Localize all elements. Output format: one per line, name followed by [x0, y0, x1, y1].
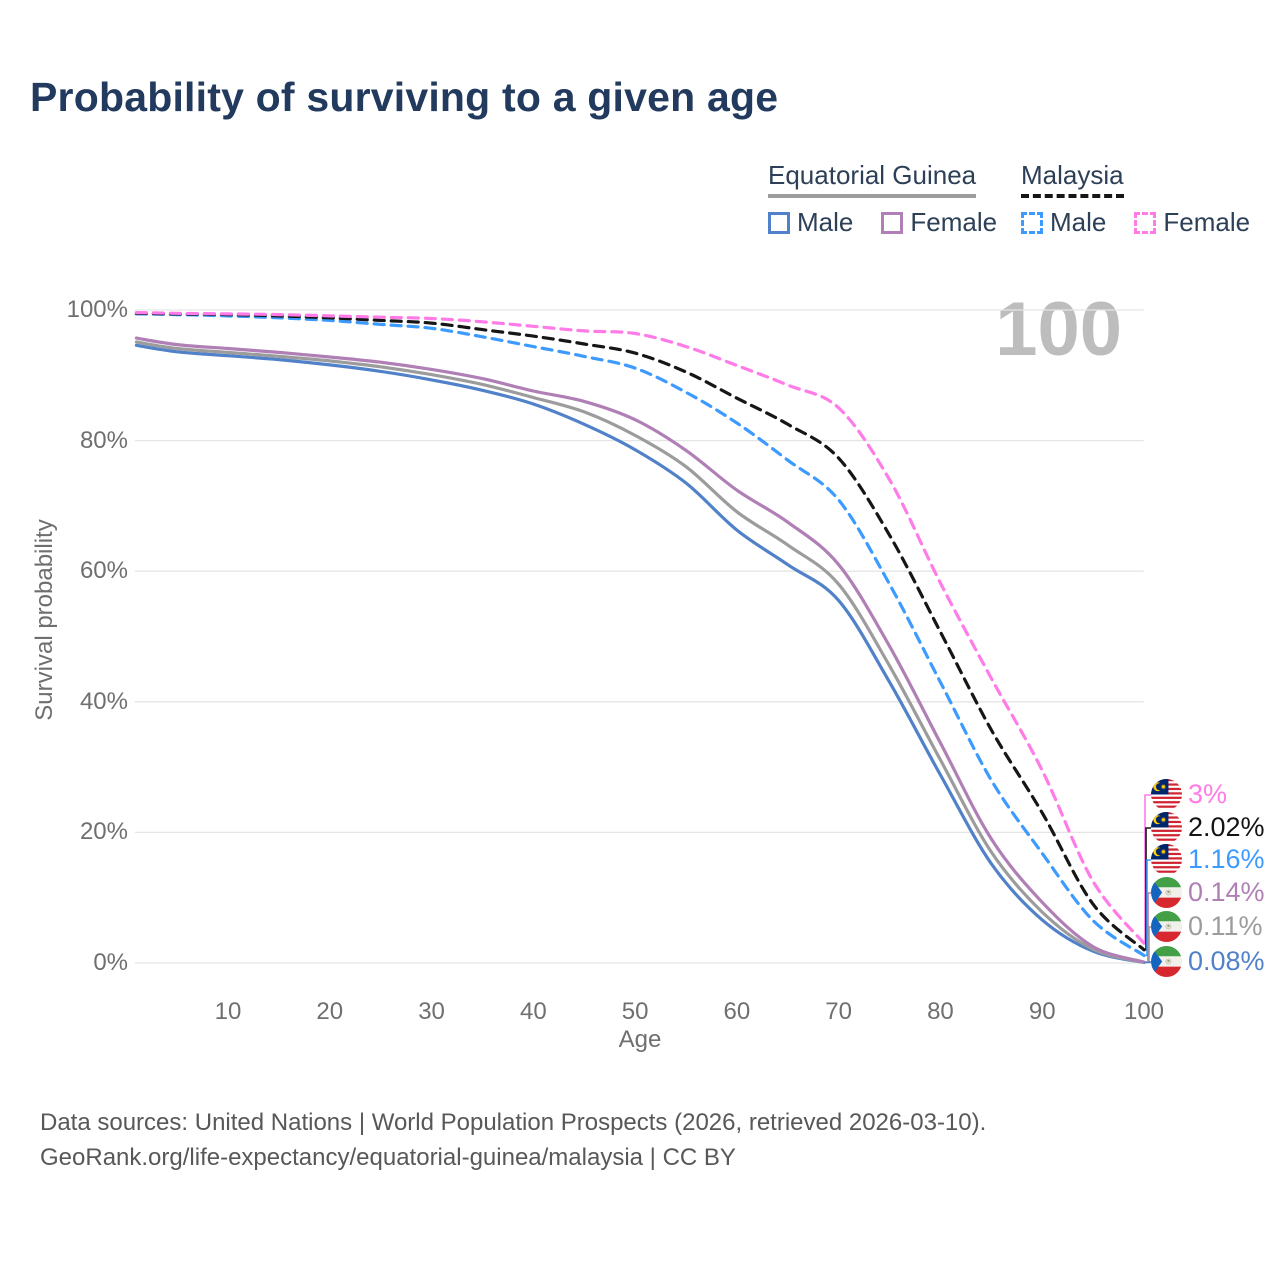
legend-swatch-solid-male-icon [768, 211, 790, 234]
footer: Data sources: United Nations | World Pop… [40, 1105, 986, 1175]
y-tick-60%: 60% [79, 557, 128, 585]
end-label-equatorial-guinea-0.14%: 0.14% [1151, 877, 1265, 908]
y-tick-20%: 20% [79, 818, 128, 846]
x-tick-40: 40 [519, 998, 547, 1025]
legend-items-equatorial-guinea: Male Female [768, 207, 997, 238]
equatorial-guinea-flag-icon [1151, 946, 1182, 977]
legend-swatch-dashed-female-icon [1134, 211, 1157, 234]
legend-swatch-dashed-male-icon [1021, 211, 1043, 234]
x-tick-10: 10 [214, 998, 242, 1025]
end-label-value: 0.11% [1188, 911, 1263, 941]
age-watermark: 100 [995, 287, 1122, 372]
end-label-malaysia-1.16%: 1.16% [1151, 844, 1265, 875]
malaysia-flag-icon [1151, 779, 1182, 810]
x-tick-60: 60 [723, 998, 751, 1025]
equatorial-guinea-flag-icon [1151, 911, 1182, 942]
y-tick-80%: 80% [79, 426, 128, 454]
x-tick-20: 20 [316, 998, 344, 1025]
x-tick-90: 90 [1028, 998, 1056, 1025]
end-label-value: 0.14% [1188, 877, 1265, 907]
legend-items-malaysia: Male Female [1021, 207, 1250, 238]
legend-group-equatorial-guinea: Equatorial Guinea Male Female [768, 160, 997, 238]
curve-equatorial-guinea-male [134, 343, 1146, 965]
legend-group-malaysia: Malaysia Male Female [1021, 160, 1250, 238]
footer-data-sources: Data sources: United Nations | World Pop… [40, 1109, 987, 1136]
curve-malaysia-female [134, 311, 1146, 945]
legend-group-title-equatorial-guinea: Equatorial Guinea [768, 160, 977, 198]
legend-item-label: Male [797, 207, 854, 237]
legend-item-label: Male [1050, 207, 1107, 237]
end-label-malaysia-3%: 3% [1151, 779, 1227, 810]
legend-group-title-malaysia: Malaysia [1021, 160, 1124, 198]
footer-attribution: GeoRank.org/life-expectancy/equatorial-g… [40, 1144, 736, 1171]
legend-item-eq-male[interactable]: Male [768, 207, 853, 238]
x-tick-30: 30 [418, 998, 445, 1025]
equatorial-guinea-flag-icon [1151, 877, 1182, 908]
x-tick-50: 50 [621, 998, 649, 1025]
end-label-leader-line [1144, 827, 1151, 951]
end-label-equatorial-guinea-0.11%: 0.11% [1151, 911, 1263, 942]
malaysia-flag-icon [1151, 844, 1182, 875]
x-tick-70: 70 [825, 998, 852, 1025]
end-label-leader-line [1144, 961, 1151, 964]
page-title: Probability of surviving to a given age [30, 74, 779, 120]
end-label-equatorial-guinea-0.08%: 0.08% [1151, 946, 1265, 977]
end-label-value: 2.02% [1188, 812, 1265, 842]
y-tick-0%: 0% [93, 949, 128, 976]
legend-item-my-female[interactable]: Female [1134, 207, 1250, 238]
end-label-value: 0.08% [1188, 946, 1265, 976]
end-label-malaysia-2.02%: 2.02% [1151, 812, 1265, 843]
y-tick-100%: 100% [66, 296, 128, 323]
curve-equatorial-guinea-female [134, 336, 1146, 964]
curve-malaysia-total [134, 311, 1146, 952]
x-tick-80: 80 [927, 998, 954, 1025]
legend-swatch-solid-female-icon [881, 211, 904, 234]
legend-item-my-male[interactable]: Male [1021, 207, 1106, 238]
legend-item-label: Female [1163, 207, 1251, 237]
end-label-leader-line [1144, 859, 1151, 957]
x-axis-title: Age [618, 1026, 662, 1053]
legend-item-eq-female[interactable]: Female [881, 207, 997, 238]
curve-malaysia-male [134, 312, 1146, 957]
y-tick-40%: 40% [79, 687, 128, 715]
end-label-leader-line [1144, 794, 1151, 945]
malaysia-flag-icon [1151, 812, 1182, 843]
legend-item-label: Female [910, 207, 998, 237]
end-label-value: 3% [1188, 779, 1228, 809]
curve-equatorial-guinea-total [134, 340, 1146, 964]
x-tick-100: 100 [1123, 998, 1165, 1025]
end-label-value: 1.16% [1188, 844, 1265, 874]
